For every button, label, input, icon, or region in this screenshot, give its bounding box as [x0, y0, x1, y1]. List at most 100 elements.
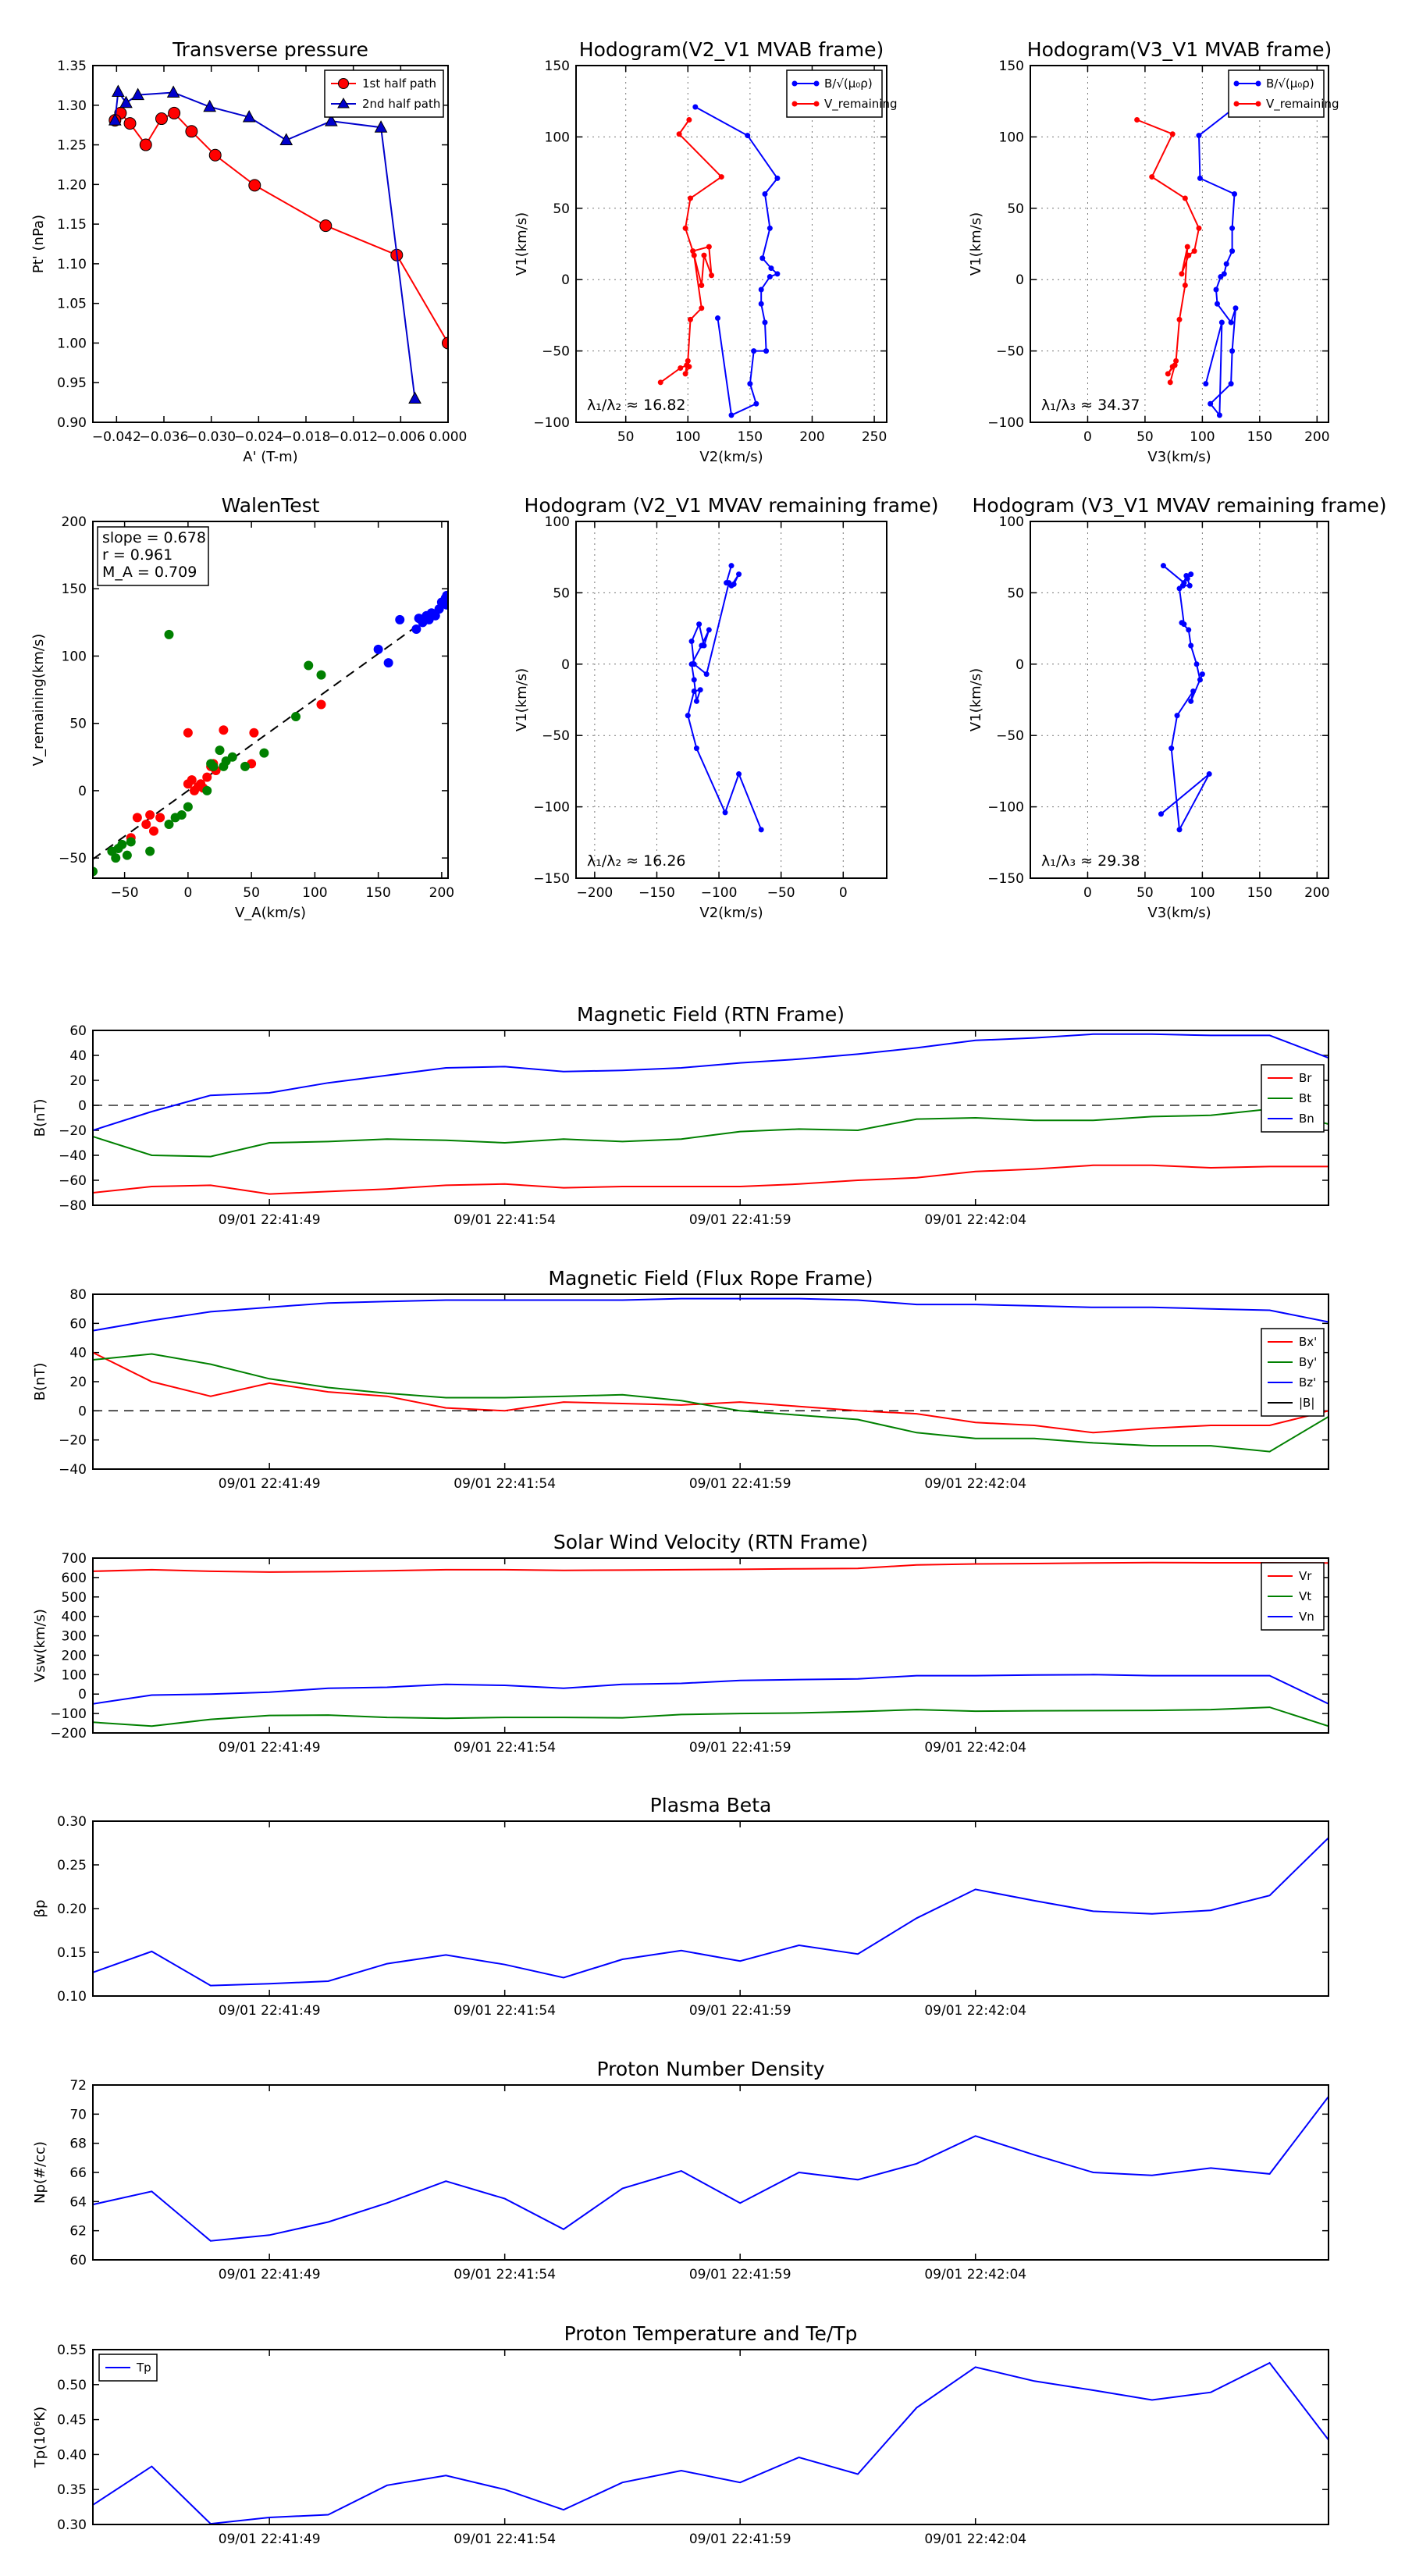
x-tick-label: 0 [1083, 429, 1092, 445]
data-marker [1158, 811, 1164, 817]
legend-marker [338, 78, 349, 89]
series-line-Vn [93, 1674, 1329, 1705]
data-marker [745, 133, 751, 139]
plot-area [93, 2361, 1329, 2524]
data-marker [714, 315, 720, 322]
series-line-B/√(μ₀ρ) [695, 106, 779, 417]
x-tick-label: 100 [302, 885, 327, 901]
x-tick-label: 150 [738, 429, 763, 445]
data-marker [1218, 319, 1225, 326]
legend: B/√(μ₀ρ) V_remaining [786, 69, 898, 118]
y-tick-label: 0.40 [57, 2447, 87, 2463]
y-axis-label: B(nT) [32, 1099, 48, 1137]
x-tick-label: 09/01 22:41:59 [689, 1740, 791, 1756]
y-axis-label: V_remaining(km/s) [30, 634, 47, 767]
data-marker [166, 85, 180, 98]
legend-label: By' [1299, 1355, 1317, 1369]
data-marker [736, 571, 742, 578]
chart-title: WalenTest [222, 494, 320, 517]
data-marker [1179, 271, 1185, 277]
data-marker [693, 745, 699, 752]
y-tick-label: 0.35 [57, 2482, 87, 2498]
chart-p6: Hodogram (V3_V1 MVAV remaining frame) 0 50… [968, 494, 1386, 921]
ratio-annotation: λ₁/λ₂ ≈ 16.82 [587, 397, 686, 414]
y-axis-label: βp [32, 1900, 48, 1918]
y-tick-label: 1.25 [57, 138, 87, 154]
scatter-point [291, 712, 301, 722]
scatter-point [395, 614, 405, 624]
y-tick-label: −100 [987, 800, 1024, 816]
y-tick-label: 0.55 [57, 2343, 87, 2358]
data-marker [687, 195, 693, 201]
x-tick-label: 200 [1304, 885, 1329, 901]
data-marker [1181, 621, 1187, 628]
data-marker [131, 87, 144, 101]
chart-p2: Hodogram(V2_V1 MVAB frame) 50 100 150 200 250… [514, 38, 898, 465]
x-axis-label: V_A(km/s) [235, 905, 306, 921]
x-tick-label: 50 [1136, 885, 1154, 901]
legend-label: B/√(μ₀ρ) [1266, 76, 1314, 91]
scatter-point [304, 660, 314, 671]
y-tick-label: 0.95 [57, 375, 87, 391]
y-tick-label: 0 [561, 272, 570, 288]
legend-frame [324, 69, 444, 118]
y-tick-label: −100 [987, 415, 1024, 431]
x-tick-label: 0.000 [429, 429, 468, 445]
x-tick-label: 150 [1247, 885, 1272, 901]
plot-frame [575, 521, 887, 879]
chart-p12: Proton Temperature and Te/Tp 09/01 22:41:… [32, 2322, 1329, 2547]
fit-line [93, 603, 448, 860]
data-marker [699, 283, 705, 289]
data-marker [242, 109, 256, 123]
chart-p11: Proton Number Density 09/01 22:41:49 09/01… [32, 2058, 1329, 2282]
y-tick-label: −50 [542, 728, 570, 744]
data-marker [759, 255, 766, 262]
x-tick-label: 0 [183, 885, 192, 901]
data-marker [696, 621, 702, 628]
data-marker [1167, 379, 1173, 386]
legend-label: Vr [1299, 1569, 1312, 1583]
data-marker [1199, 671, 1205, 678]
y-tick-label: −50 [996, 344, 1024, 360]
scatter-point [141, 820, 151, 830]
data-marker [119, 95, 133, 109]
x-tick-label: 09/01 22:42:04 [924, 1740, 1026, 1756]
x-tick-label: 0 [1083, 885, 1092, 901]
scatter-point [215, 745, 225, 756]
series-line-B/√(μ₀ρ) [1197, 106, 1236, 418]
chart-title: Hodogram (V2_V1 MVAV remaining frame) [525, 494, 939, 517]
scatter-point [227, 752, 237, 762]
data-marker [763, 348, 770, 354]
x-tick-label: −0.036 [140, 429, 189, 445]
chart-title: Proton Temperature and Te/Tp [564, 2322, 858, 2345]
legend-marker [337, 98, 350, 109]
legend-marker [791, 101, 798, 107]
data-marker [691, 661, 697, 667]
legend-marker [1255, 80, 1261, 87]
y-axis-label: V1(km/s) [514, 668, 530, 731]
y-tick-label: 40 [69, 1048, 87, 1064]
scatter-point [240, 761, 250, 771]
legend: Tp [98, 2354, 158, 2382]
y-tick-label: 50 [1007, 201, 1024, 217]
ratio-annotation: λ₁/λ₃ ≈ 29.38 [1041, 852, 1140, 870]
scatter-point [442, 600, 448, 610]
series-line-By' [93, 1353, 1329, 1453]
plot-area [93, 1561, 1329, 1727]
stats-line: slope = 0.678 [102, 529, 206, 546]
chart-title: Magnetic Field (Flux Rope Frame) [548, 1267, 873, 1290]
x-axis-label: V3(km/s) [1147, 905, 1211, 921]
x-tick-label: −0.006 [376, 429, 425, 445]
data-marker [701, 252, 707, 258]
data-marker [1160, 563, 1166, 569]
x-tick-label: 09/01 22:41:54 [454, 1740, 556, 1756]
y-tick-label: 0 [1016, 272, 1024, 288]
x-tick-label: −0.018 [282, 429, 331, 445]
x-tick-label: 09/01 22:41:59 [689, 2003, 791, 2019]
data-marker [767, 225, 773, 231]
y-tick-label: −20 [59, 1433, 87, 1449]
data-marker [724, 580, 730, 586]
scatter-point [145, 846, 155, 856]
y-tick-label: 0.90 [57, 415, 87, 431]
